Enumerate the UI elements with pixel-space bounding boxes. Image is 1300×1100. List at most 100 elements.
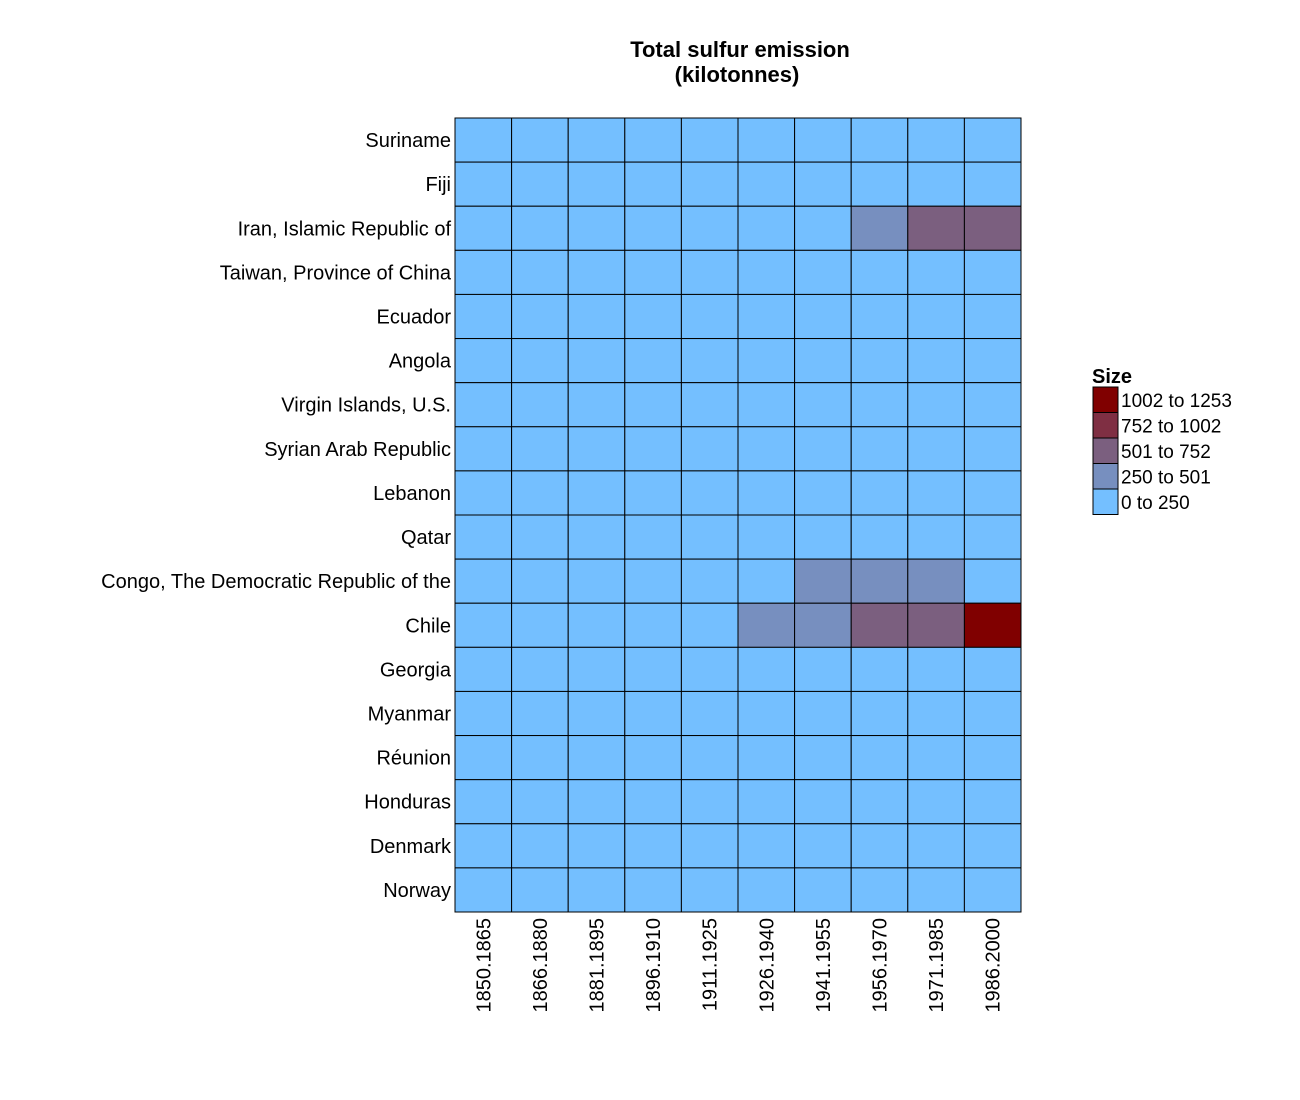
heatmap-cell — [680, 823, 739, 869]
column-label: 1941.1955 — [813, 918, 835, 1013]
heatmap-cell — [794, 602, 852, 648]
row-label: Angola — [389, 351, 452, 373]
chart-title: Total sulfur emission — [630, 37, 850, 62]
heatmap-cell — [963, 382, 1022, 428]
heatmap-cell — [907, 867, 965, 913]
heatmap-cell — [737, 382, 796, 428]
heatmap-cell — [737, 161, 796, 207]
heatmap-cell — [963, 426, 1022, 472]
heatmap-cell — [963, 690, 1022, 737]
heatmap-cell — [850, 205, 909, 251]
heatmap-cell — [850, 249, 909, 295]
heatmap-cell — [794, 514, 852, 560]
row-label: Fiji — [425, 174, 451, 196]
heatmap-cell — [511, 470, 569, 516]
heatmap-cell — [624, 161, 682, 207]
heatmap-cell — [680, 338, 739, 384]
heatmap-cell — [737, 646, 796, 692]
heatmap-cell — [850, 779, 909, 825]
legend-swatch — [1092, 412, 1119, 439]
heatmap-cell — [567, 338, 626, 384]
row-label: Congo, The Democratic Republic of the — [101, 571, 451, 593]
row-label: Denmark — [370, 836, 452, 858]
heatmap-cell — [850, 117, 909, 163]
heatmap-cell — [963, 117, 1022, 163]
heatmap-cell — [624, 867, 682, 913]
legend-swatch — [1092, 386, 1119, 413]
row-label: Honduras — [364, 792, 451, 814]
heatmap-cell — [624, 426, 682, 472]
heatmap-cell — [680, 249, 739, 295]
heatmap-cell — [850, 646, 909, 692]
heatmap-cell — [794, 205, 852, 251]
heatmap-cell — [850, 161, 909, 207]
heatmap-cell — [511, 779, 569, 825]
heatmap-cell — [624, 823, 682, 869]
heatmap-cell — [624, 779, 682, 825]
row-label: Lebanon — [373, 483, 451, 505]
row-label: Qatar — [401, 527, 451, 549]
heatmap-cell — [624, 735, 682, 781]
heatmap-cell — [624, 514, 682, 560]
heatmap-cell — [907, 779, 965, 825]
heatmap-cell — [680, 735, 739, 781]
heatmap-cell — [680, 470, 739, 516]
heatmap-cell — [567, 249, 626, 295]
heatmap-cell — [680, 382, 739, 428]
heatmap-cell — [511, 646, 569, 692]
heatmap-cell — [511, 382, 569, 428]
column-label: 1926.1940 — [756, 918, 778, 1013]
heatmap-cell — [511, 293, 569, 340]
heatmap-cell — [511, 514, 569, 560]
legend-label: 250 to 501 — [1121, 467, 1211, 488]
heatmap-cell — [907, 735, 965, 781]
heatmap-cell — [794, 470, 852, 516]
heatmap-cell — [511, 117, 569, 163]
heatmap-cell — [907, 382, 965, 428]
heatmap-cell — [454, 514, 513, 560]
column-label: 1866.1880 — [530, 918, 552, 1013]
heatmap-cell — [454, 161, 513, 207]
heatmap-cell — [737, 735, 796, 781]
heatmap-cell — [511, 602, 569, 648]
row-label: Virgin Islands, U.S. — [281, 395, 451, 417]
row-labels: Suriname Fiji Iran, Islamic Republic of Tai… — [101, 130, 452, 902]
heatmap-cell — [963, 338, 1022, 384]
heatmap-cell — [624, 470, 682, 516]
heatmap-cell — [454, 470, 513, 516]
row-label: Syrian Arab Republic — [264, 439, 451, 461]
heatmap-cell — [454, 117, 513, 163]
row-label: Georgia — [380, 659, 452, 681]
heatmap-cell — [907, 205, 965, 251]
heatmap-cell — [794, 779, 852, 825]
heatmap-cell — [794, 338, 852, 384]
heatmap-cell — [850, 690, 909, 737]
legend: Size 1002 to 1253 752 to 1002 501 to 752 25… — [1092, 366, 1232, 515]
heatmap-cell — [511, 823, 569, 869]
heatmap-cell — [794, 382, 852, 428]
heatmap-cell — [624, 690, 682, 737]
heatmap-cell — [511, 690, 569, 737]
heatmap-cell — [907, 426, 965, 472]
heatmap-cell — [963, 602, 1022, 648]
heatmap-cell — [907, 602, 965, 648]
heatmap-cell — [680, 293, 739, 340]
heatmap-cell — [907, 470, 965, 516]
heatmap-cell — [737, 117, 796, 163]
heatmap-cell — [680, 117, 739, 163]
heatmap-cell — [737, 558, 796, 604]
heatmap-cell — [850, 514, 909, 560]
heatmap-cell — [680, 205, 739, 251]
heatmap-cell — [737, 338, 796, 384]
heatmap-cell — [454, 338, 513, 384]
heatmap-cell — [850, 426, 909, 472]
heatmap-cell — [567, 867, 626, 913]
heatmap-cell — [567, 205, 626, 251]
heatmap-cell — [680, 558, 739, 604]
heatmap-cell — [963, 779, 1022, 825]
heatmap-cell — [454, 690, 513, 737]
heatmap-cell — [680, 690, 739, 737]
heatmap-cell — [624, 205, 682, 251]
heatmap-cell — [963, 161, 1022, 207]
